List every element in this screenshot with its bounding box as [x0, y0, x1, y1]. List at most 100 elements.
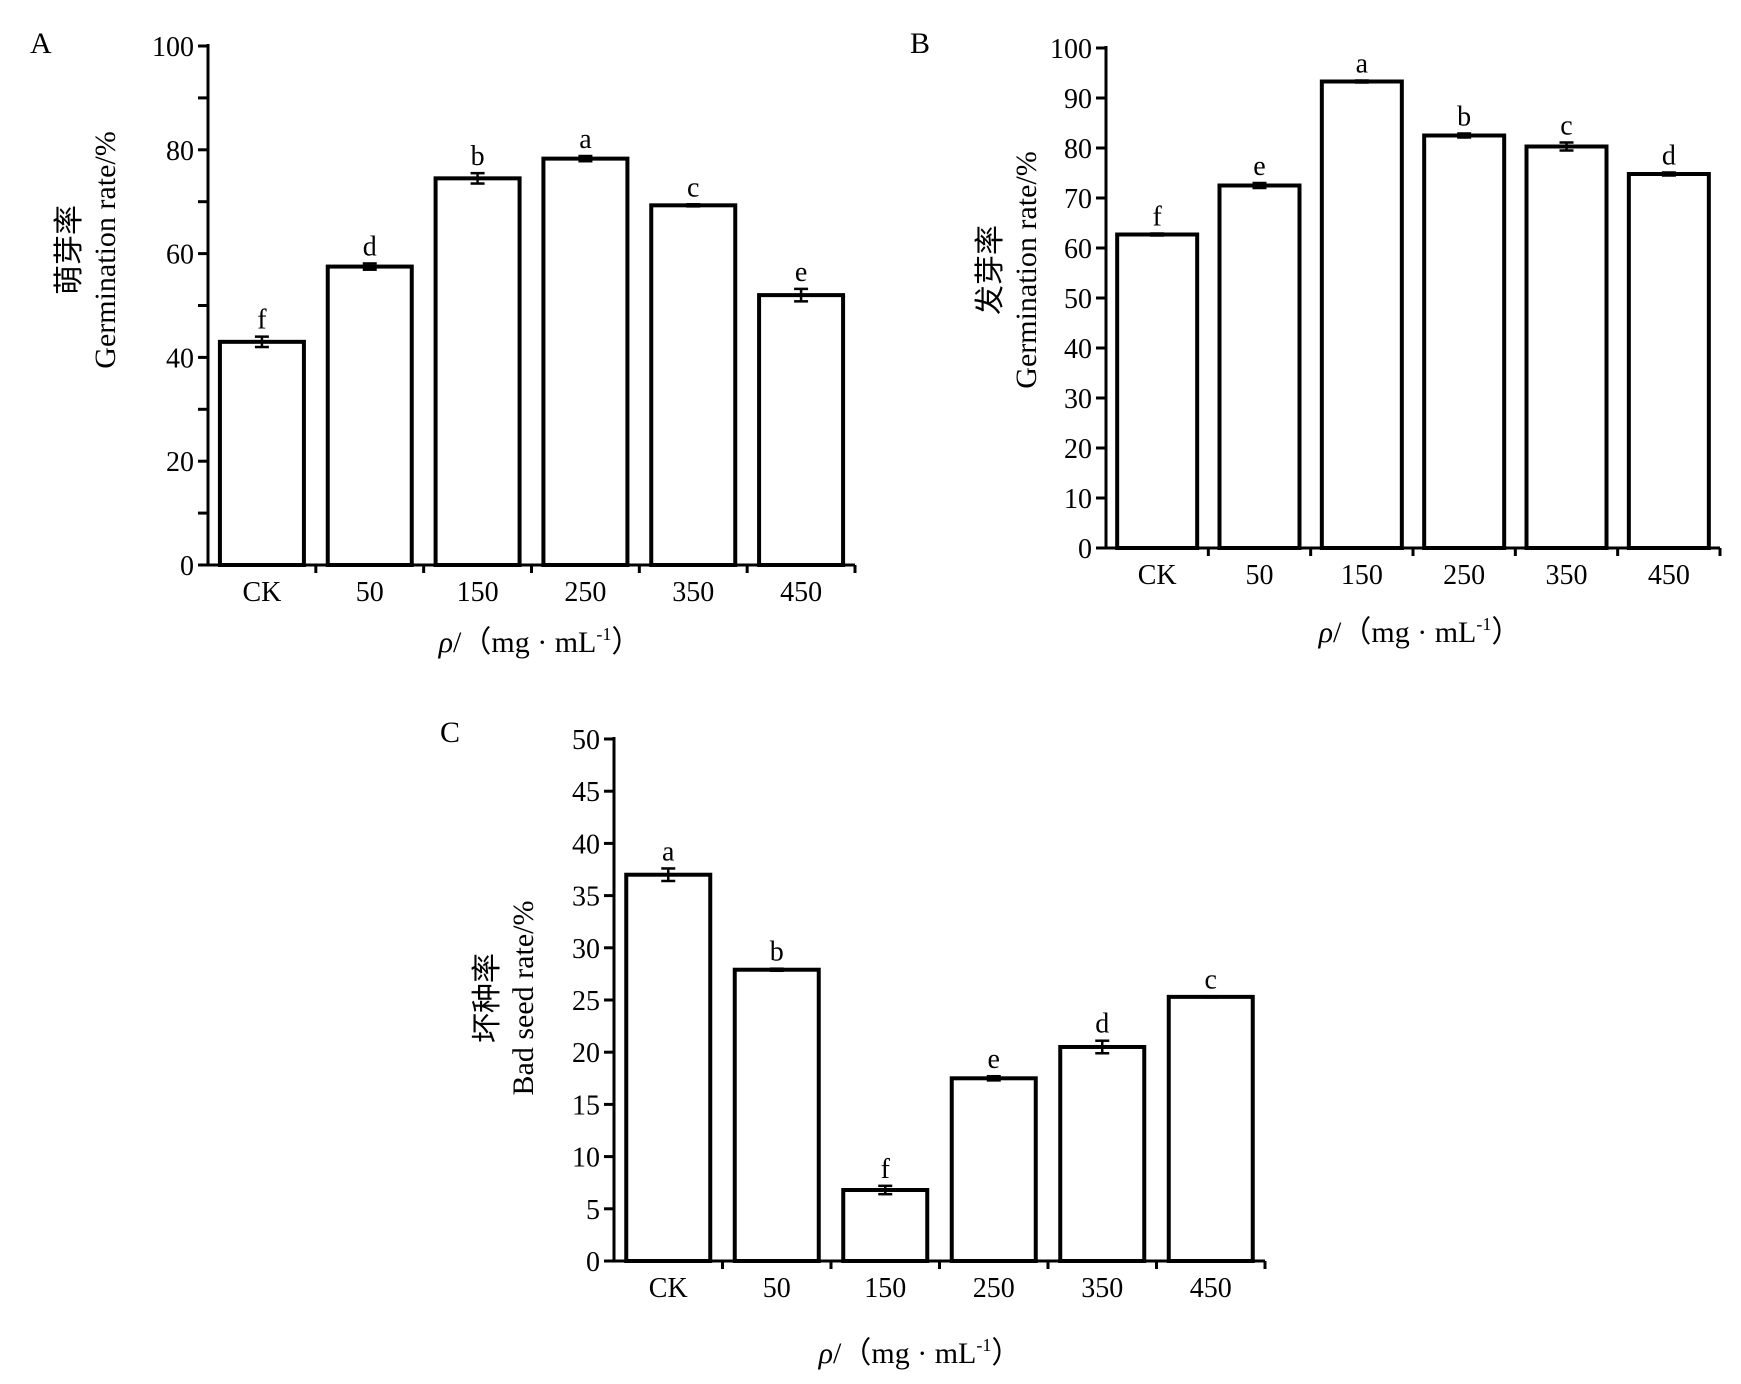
panel-b-x-tick-label-450: 450	[1648, 560, 1690, 591]
panel-b-y-tick-label: 20	[1064, 434, 1092, 465]
panel-b-bar-350	[1524, 144, 1609, 550]
panel-b-y-tick-label: 70	[1064, 184, 1092, 215]
panel-c-ylabel-en: Bad seed rate/%	[507, 901, 540, 1096]
panel-b-letter: B	[910, 27, 930, 60]
panel-c-x-tick-label-450: 450	[1190, 1273, 1232, 1304]
panel-a-y-tick-label: 60	[166, 240, 194, 271]
panel-a-bar-CK	[217, 339, 306, 567]
panel-b-y-tick-label: 60	[1064, 234, 1092, 265]
panel-c-x-tick-label-150: 150	[864, 1273, 906, 1304]
panel-c-y-tick-label: 45	[572, 777, 600, 808]
panel-c-significance-CK: a	[662, 836, 675, 867]
panel-b-bar-450	[1626, 172, 1711, 550]
panel-b-x-tick-label-50: 50	[1246, 560, 1274, 591]
panel-c-significance-350: d	[1095, 1009, 1109, 1040]
panel-b-significance-250: b	[1457, 102, 1471, 133]
panel-c-y-tick-label: 25	[572, 986, 600, 1017]
panel-b-bar-250	[1422, 133, 1507, 550]
panel-c-y-tick-label: 30	[572, 934, 600, 965]
panel-b-xlabel: ρ/（mg · mL-1）	[1318, 614, 1522, 649]
panel-c-x-tick-label-350: 350	[1081, 1273, 1123, 1304]
panel-b-significance-350: c	[1560, 111, 1572, 142]
panel-b-x-tick-label-CK: CK	[1138, 560, 1177, 591]
panel-a-xlabel: ρ/（mg · mL-1）	[438, 624, 642, 659]
panel-a-x-tick-label-450: 450	[780, 577, 822, 608]
panel-a-ylabel-cn: 萌芽率	[53, 205, 86, 295]
panel-a-ylabel-en: Germination rate/%	[89, 131, 122, 368]
panel-c-bar-150	[841, 1188, 930, 1264]
panel-c-y-tick-label: 0	[586, 1247, 600, 1278]
panel-a-x-tick-label-CK: CK	[242, 577, 281, 608]
panel-c-y-tick-label: 5	[586, 1195, 600, 1226]
panel-c-significance-450: c	[1205, 964, 1217, 995]
panel-c-significance-50: b	[770, 937, 784, 968]
panel-c-y-tick-label: 35	[572, 882, 600, 913]
panel-a-x-tick-label-150: 150	[457, 577, 499, 608]
panel-c-ylabel: 坏种率 Bad seed rate/%	[471, 901, 540, 1096]
panel-b-bar-150	[1319, 79, 1404, 550]
panel-b-y-tick-label: 40	[1064, 334, 1092, 365]
panel-a-significance-CK: f	[257, 305, 267, 336]
panel-b-y-tick-label: 80	[1064, 134, 1092, 165]
panel-c-x-tick-label-CK: CK	[649, 1273, 688, 1304]
panel-c-y-tick-label: 15	[572, 1090, 600, 1121]
panel-c-xlabel: ρ/（mg · mL-1）	[818, 1335, 1022, 1370]
panel-b-y-tick-label: 10	[1064, 484, 1092, 515]
panel-c-significance-150: f	[881, 1154, 891, 1185]
panel-a-significance-450: e	[795, 257, 807, 288]
panel-c-plot: 0 5 10 15 20 25 30 35 40 45 50 a CK b 50 f 150 e 250 d 350 c 4…	[572, 725, 1267, 1304]
panel-a-y-tick-label: 20	[166, 447, 194, 478]
panel-b-plot: 0 10 20 30 40 50 60 70 80 90 100 f CK e 50 a 150 b 250 c 350…	[1050, 34, 1722, 591]
panel-b-y-tick-label: 100	[1050, 34, 1092, 65]
panel-a-x-tick-label-250: 250	[564, 577, 606, 608]
panel-a-y-tick-label: 40	[166, 343, 194, 374]
panel-b-ylabel-cn: 发芽率	[974, 225, 1007, 315]
panel-a-x-tick-label-350: 350	[672, 577, 714, 608]
panel-a-significance-350: c	[687, 172, 699, 203]
panel-a-y-tick-label: 100	[152, 32, 194, 63]
panel-a-bar-150	[433, 176, 522, 567]
panel-a-significance-50: d	[363, 231, 377, 262]
panel-a-bar-450	[757, 293, 846, 567]
panel-c-x-tick-label-50: 50	[763, 1273, 791, 1304]
panel-a-bar-250	[541, 156, 630, 568]
panel-a-significance-150: b	[471, 141, 485, 172]
panel-b-significance-CK: f	[1153, 202, 1163, 233]
panel-c-bar-50	[732, 967, 821, 1263]
panel-c-y-tick-label: 40	[572, 829, 600, 860]
panel-b-significance-450: d	[1662, 141, 1676, 172]
panel-b-y-tick-label: 30	[1064, 384, 1092, 415]
panel-a-significance-250: a	[579, 124, 592, 155]
panel-a-letter: A	[30, 27, 52, 60]
panel-b-bar-CK	[1115, 232, 1200, 550]
panel-a: A 萌芽率 Germination rate/% ρ/（mg · mL-1） 0…	[30, 27, 857, 659]
panel-b-bar-50	[1217, 183, 1302, 550]
panel-c: C 坏种率 Bad seed rate/% ρ/（mg · mL-1） 0 5 10…	[440, 716, 1267, 1370]
panel-a-bar-50	[325, 264, 414, 567]
panel-c-ylabel-cn: 坏种率	[471, 953, 504, 1043]
panel-c-y-tick-label: 10	[572, 1143, 600, 1174]
panel-b-ylabel: 发芽率 Germination rate/%	[974, 151, 1043, 388]
panel-c-bar-350	[1058, 1044, 1147, 1263]
panel-b-y-tick-label: 50	[1064, 284, 1092, 315]
panel-b-x-tick-label-150: 150	[1341, 560, 1383, 591]
panel-a-ylabel: 萌芽率 Germination rate/%	[53, 131, 122, 368]
panel-a-y-tick-label: 80	[166, 136, 194, 167]
panel-b-ylabel-en: Germination rate/%	[1010, 151, 1043, 388]
panel-c-letter: C	[440, 716, 460, 749]
panel-a-plot: 0 20 40 60 80 100 f CK d 50 b 150 a 250 c 350 e 450	[152, 32, 857, 608]
panel-b-y-tick-label: 90	[1064, 84, 1092, 115]
panel-b-y-tick-label: 0	[1078, 534, 1092, 565]
panel-b-significance-150: a	[1356, 49, 1369, 80]
panel-a-x-tick-label-50: 50	[356, 577, 384, 608]
panel-c-bar-250	[949, 1076, 1038, 1264]
panel-a-bar-350	[649, 203, 738, 567]
panel-b-x-tick-label-350: 350	[1546, 560, 1588, 591]
panel-b: B 发芽率 Germination rate/% ρ/（mg · mL-1） 0…	[910, 27, 1722, 649]
panel-c-significance-250: e	[988, 1044, 1000, 1075]
panel-c-x-tick-label-250: 250	[973, 1273, 1015, 1304]
panel-a-y-tick-label: 0	[180, 551, 194, 582]
panel-c-y-tick-label: 50	[572, 725, 600, 756]
panel-c-bar-450	[1166, 994, 1255, 1263]
